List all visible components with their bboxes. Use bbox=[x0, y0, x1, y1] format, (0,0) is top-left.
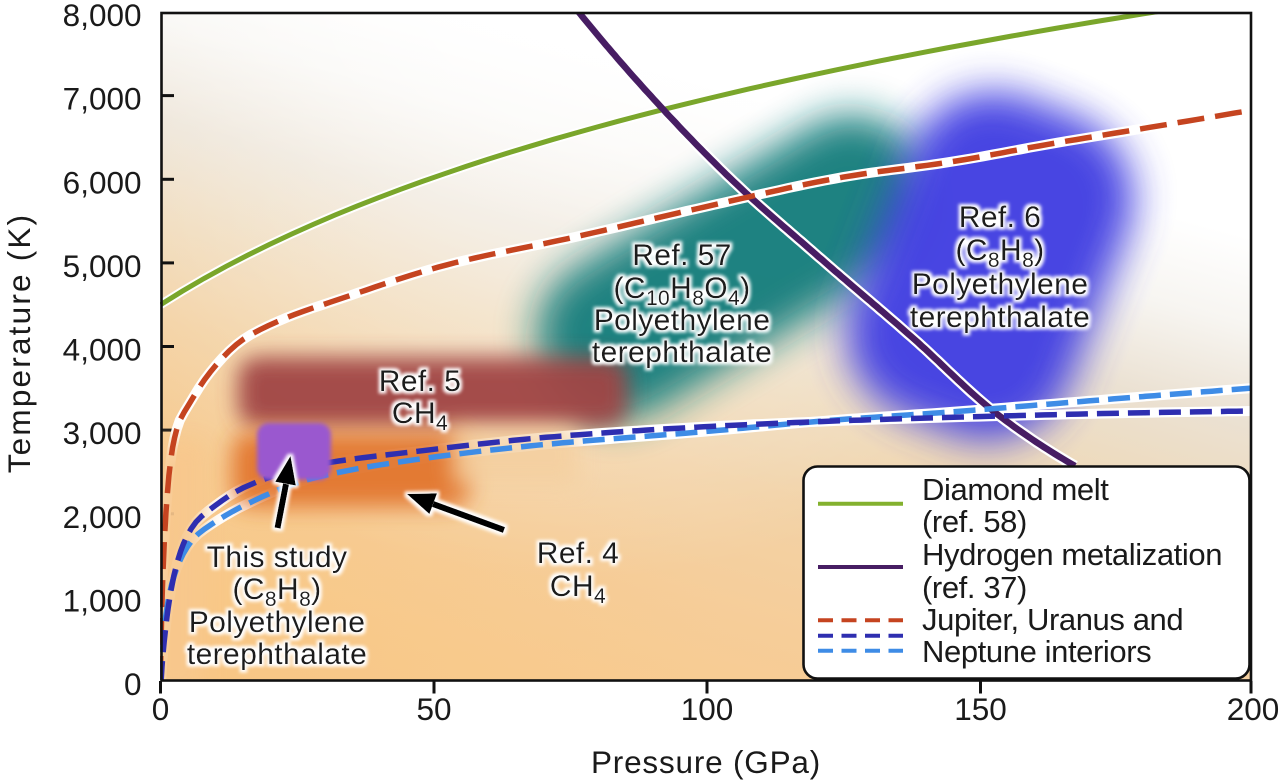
svg-text:0: 0 bbox=[124, 666, 142, 702]
svg-text:Jupiter, Uranus and: Jupiter, Uranus and bbox=[922, 602, 1183, 637]
svg-text:Neptune interiors: Neptune interiors bbox=[922, 634, 1151, 669]
svg-text:terephthalate: terephthalate bbox=[910, 301, 1090, 334]
svg-text:Pressure (GPa): Pressure (GPa) bbox=[591, 744, 821, 780]
svg-text:1,000: 1,000 bbox=[63, 582, 142, 618]
svg-text:100: 100 bbox=[681, 691, 734, 727]
svg-text:4,000: 4,000 bbox=[63, 332, 142, 368]
svg-text:0: 0 bbox=[152, 691, 170, 727]
svg-text:Ref. 5: Ref. 5 bbox=[379, 365, 461, 398]
svg-text:150: 150 bbox=[954, 691, 1007, 727]
svg-text:This study: This study bbox=[207, 541, 348, 574]
svg-text:7,000: 7,000 bbox=[63, 81, 142, 117]
svg-text:Ref. 57: Ref. 57 bbox=[632, 239, 732, 272]
svg-text:Temperature (K): Temperature (K) bbox=[1, 213, 37, 474]
svg-text:(C8H8): (C8H8) bbox=[232, 573, 321, 611]
svg-text:50: 50 bbox=[416, 691, 451, 727]
svg-text:6,000: 6,000 bbox=[63, 164, 142, 200]
svg-text:Polyethylene: Polyethylene bbox=[594, 304, 771, 337]
svg-text:Polyethylene: Polyethylene bbox=[189, 606, 366, 639]
svg-text:Hydrogen metalization: Hydrogen metalization bbox=[922, 537, 1222, 572]
svg-text:3,000: 3,000 bbox=[63, 415, 142, 451]
svg-text:(C10H8O4): (C10H8O4) bbox=[613, 272, 750, 310]
svg-text:Ref. 4: Ref. 4 bbox=[537, 537, 619, 570]
svg-text:terephthalate: terephthalate bbox=[592, 336, 772, 369]
svg-text:5,000: 5,000 bbox=[63, 248, 142, 284]
svg-text:Diamond melt: Diamond melt bbox=[922, 472, 1109, 507]
svg-text:Polyethylene: Polyethylene bbox=[912, 268, 1089, 301]
svg-text:terephthalate: terephthalate bbox=[187, 638, 367, 671]
svg-text:2,000: 2,000 bbox=[63, 499, 142, 535]
svg-text:8,000: 8,000 bbox=[63, 0, 142, 33]
svg-text:(ref. 58): (ref. 58) bbox=[922, 504, 1027, 539]
svg-text:200: 200 bbox=[1227, 691, 1280, 727]
svg-text:(ref. 37): (ref. 37) bbox=[922, 570, 1027, 605]
svg-text:(C8H8): (C8H8) bbox=[955, 234, 1044, 272]
svg-text:Ref. 6: Ref. 6 bbox=[959, 201, 1041, 234]
